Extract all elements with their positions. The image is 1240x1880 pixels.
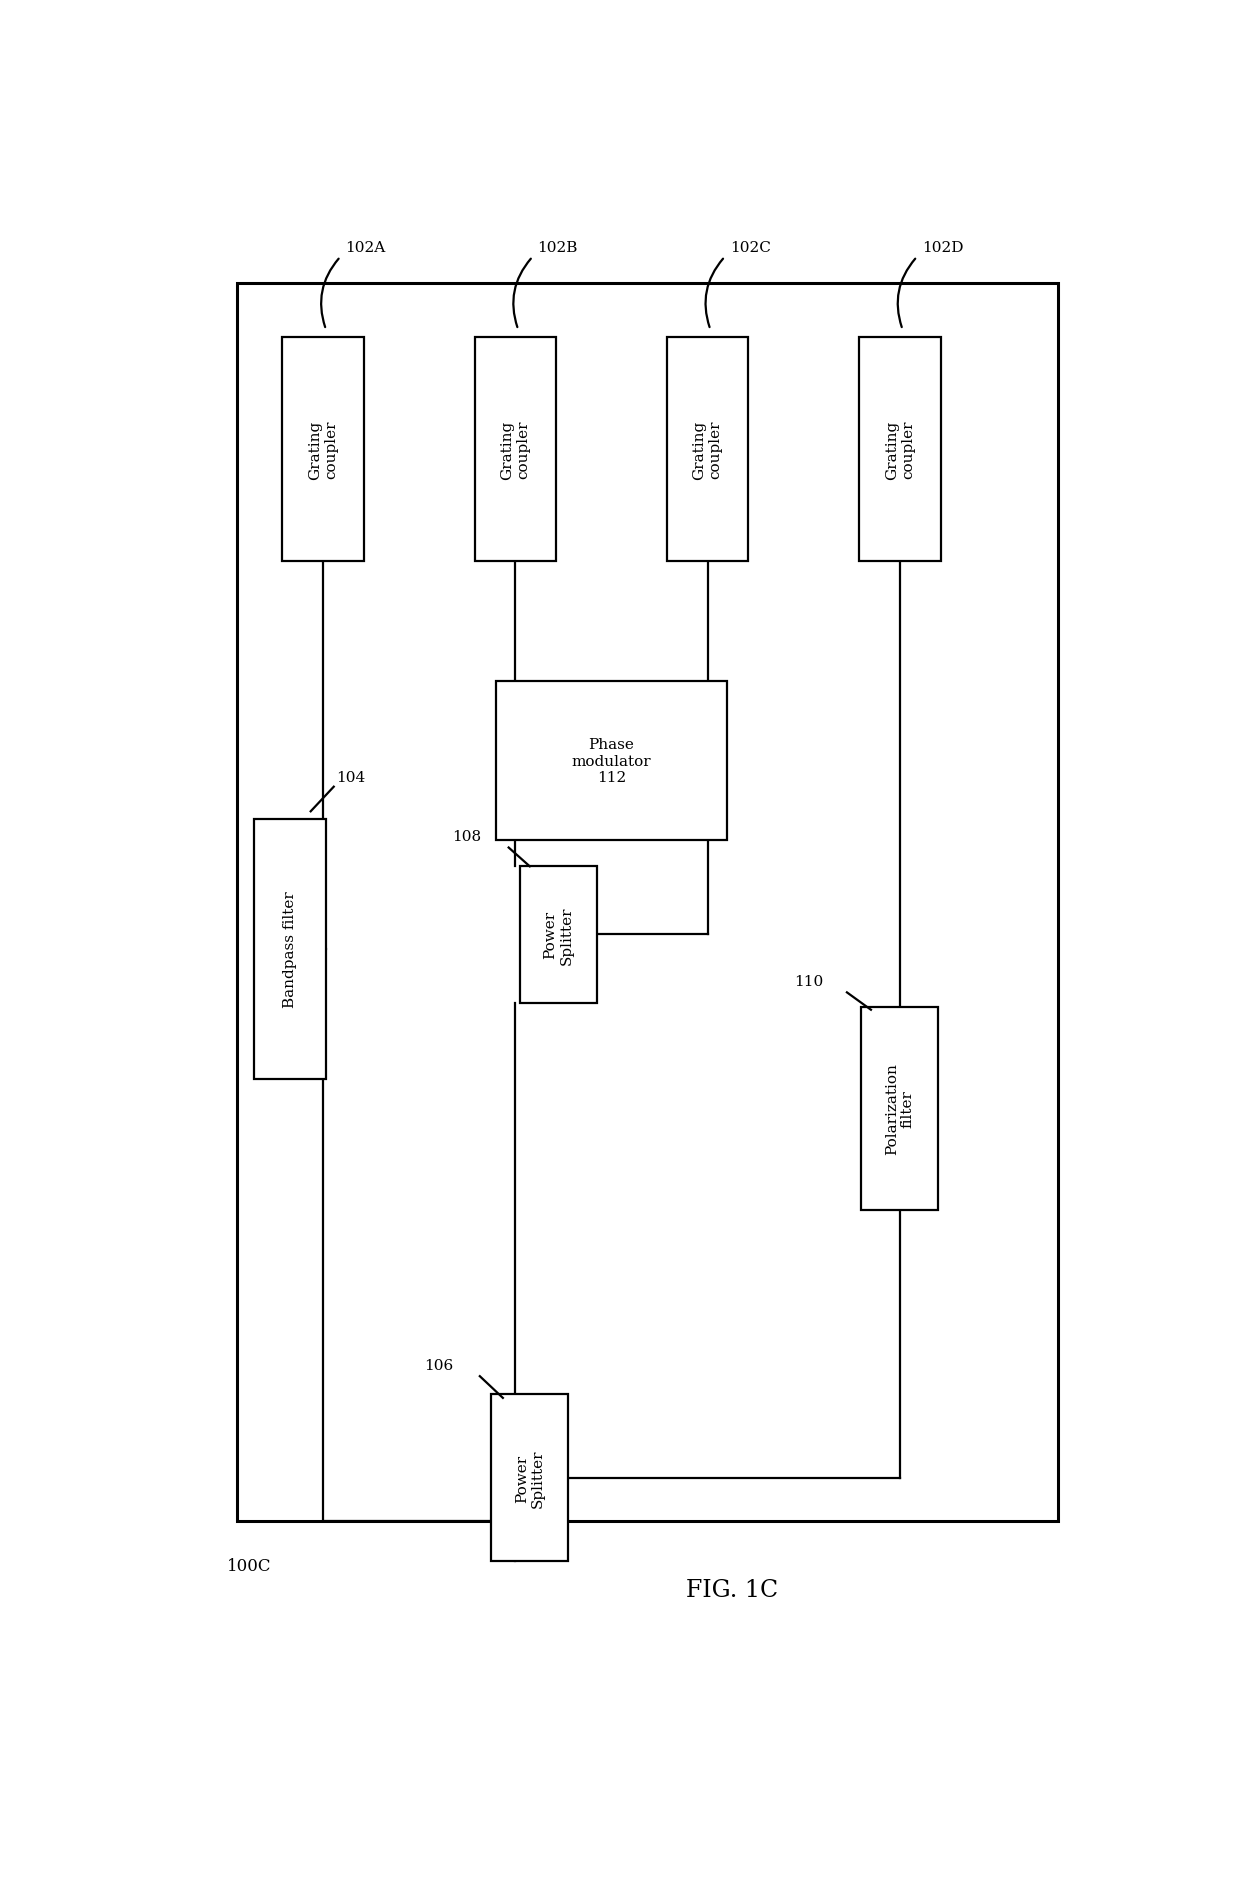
- Text: 104: 104: [336, 771, 365, 784]
- Text: Bandpass filter: Bandpass filter: [283, 891, 296, 1008]
- Text: 110: 110: [794, 974, 823, 989]
- Text: 102A: 102A: [345, 241, 386, 254]
- Text: 102B: 102B: [537, 241, 578, 254]
- Bar: [253, 820, 326, 1079]
- Text: Phase
modulator
112: Phase modulator 112: [572, 739, 651, 784]
- Bar: [859, 338, 941, 562]
- Bar: [496, 682, 727, 840]
- Text: Polarization
filter: Polarization filter: [884, 1062, 915, 1154]
- Text: Grating
coupler: Grating coupler: [692, 421, 723, 479]
- Text: Grating
coupler: Grating coupler: [884, 421, 915, 479]
- Text: 108: 108: [453, 829, 481, 844]
- Text: 100C: 100C: [227, 1557, 272, 1574]
- Bar: [475, 338, 557, 562]
- Bar: [521, 867, 598, 1004]
- Text: Grating
coupler: Grating coupler: [500, 421, 531, 479]
- Text: Power
Splitter: Power Splitter: [515, 1448, 544, 1508]
- Bar: [491, 1395, 568, 1560]
- Bar: [283, 338, 365, 562]
- Text: Grating
coupler: Grating coupler: [308, 421, 339, 479]
- Text: Power
Splitter: Power Splitter: [543, 906, 574, 964]
- Text: 106: 106: [424, 1357, 453, 1372]
- Text: 102D: 102D: [921, 241, 963, 254]
- Text: FIG. 1C: FIG. 1C: [686, 1577, 777, 1600]
- Bar: [667, 338, 749, 562]
- Bar: [862, 1008, 939, 1211]
- Bar: [237, 284, 1058, 1521]
- Text: 102C: 102C: [729, 241, 770, 254]
